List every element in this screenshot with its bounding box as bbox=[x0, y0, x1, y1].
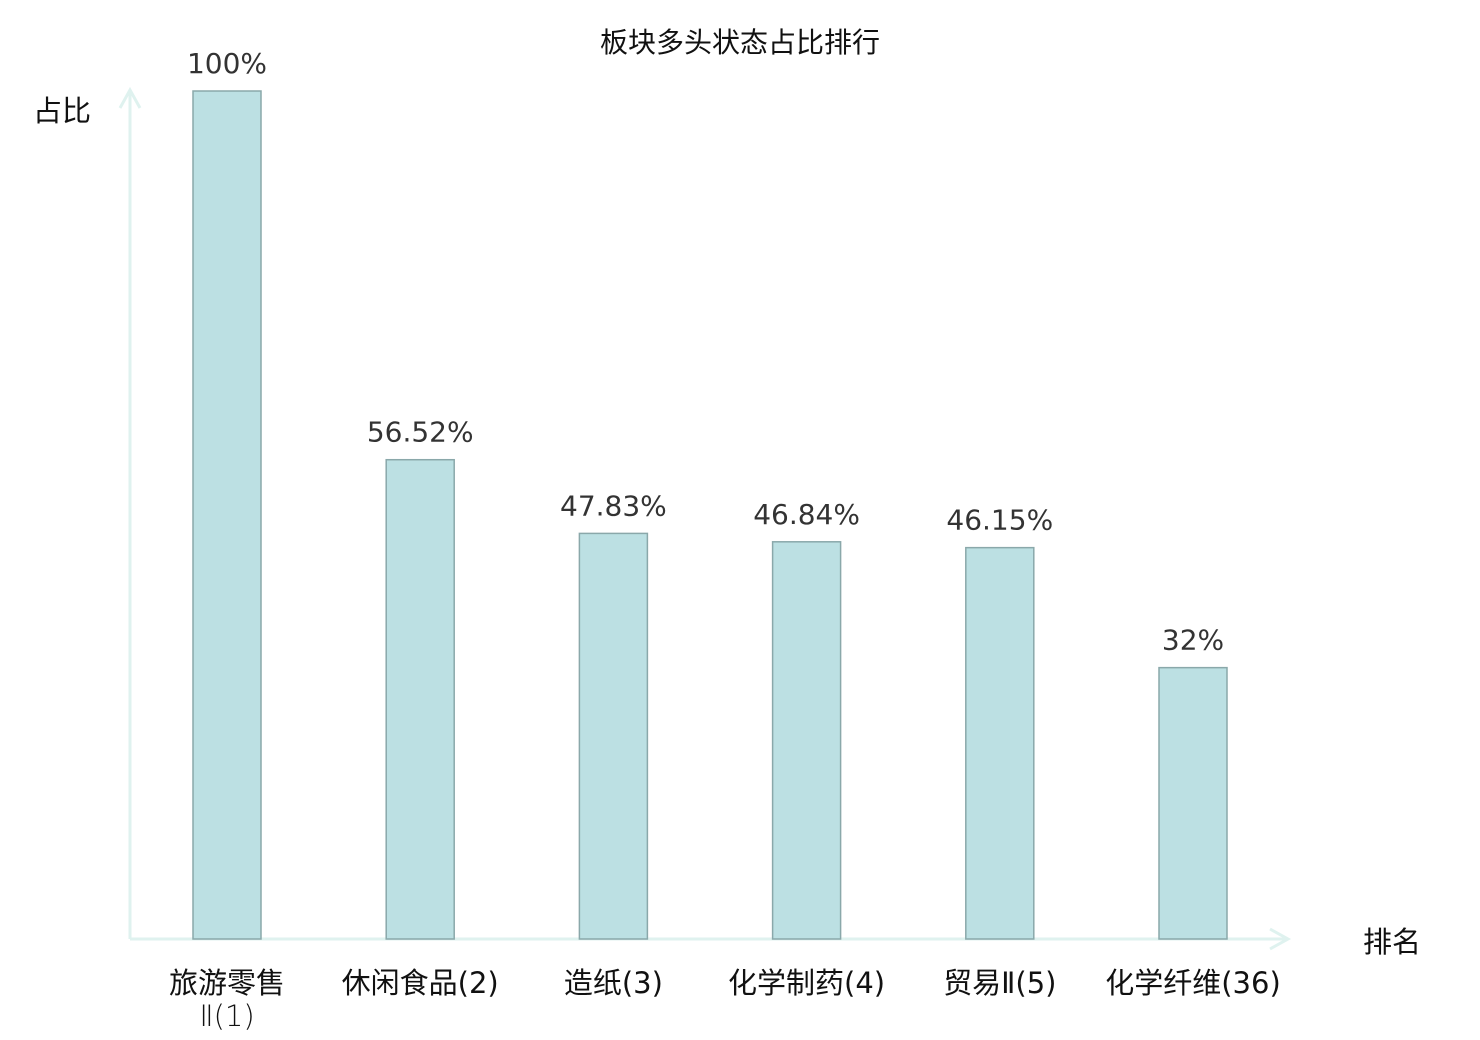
x-tick-label-suffix: Ⅱ(1) bbox=[199, 999, 254, 1033]
x-tick-name: 化学制药 bbox=[728, 966, 844, 1000]
x-tick-rank: (4) bbox=[844, 966, 885, 1000]
x-tick-rank: (36) bbox=[1221, 966, 1281, 1000]
chart-title: 板块多头状态占比排行 bbox=[600, 26, 880, 59]
bar bbox=[385, 458, 455, 940]
x-tick-label: 贸易Ⅱ(5) bbox=[943, 966, 1056, 1000]
x-tick-rank: (2) bbox=[458, 966, 499, 1000]
x-tick-label: 休闲食品(2) bbox=[342, 966, 499, 1000]
x-tick-rank: (3) bbox=[622, 966, 663, 1000]
x-axis-arrow-icon bbox=[1269, 927, 1292, 951]
x-tick-rank: (5) bbox=[1015, 966, 1056, 1000]
x-tick-label: 化学纤维(36) bbox=[1105, 966, 1281, 1000]
x-tick-name: 休闲食品 bbox=[342, 966, 458, 1000]
x-tick-label: 造纸(3) bbox=[564, 966, 663, 1000]
data-label: 100% bbox=[187, 47, 267, 80]
data-label: 46.84% bbox=[753, 498, 860, 531]
x-tick-name: 贸易Ⅱ bbox=[943, 966, 1015, 1000]
data-label: 32% bbox=[1162, 624, 1224, 657]
data-label: 56.52% bbox=[367, 416, 474, 449]
data-label: 46.15% bbox=[946, 504, 1053, 537]
bar bbox=[578, 532, 649, 940]
data-label: 47.83% bbox=[560, 489, 667, 522]
axes bbox=[118, 86, 1292, 951]
x-tick-name: 化学纤维 bbox=[1105, 966, 1221, 1000]
x-tick-label: 旅游零售 bbox=[169, 966, 285, 1000]
bar bbox=[771, 541, 842, 940]
y-axis-arrow-icon bbox=[118, 86, 142, 109]
bar bbox=[1158, 666, 1228, 940]
x-tick-name: 造纸 bbox=[564, 966, 622, 1000]
y-axis-label: 占比 bbox=[33, 94, 91, 128]
x-tick-label: 化学制药(4) bbox=[728, 966, 885, 1000]
bar bbox=[192, 90, 262, 940]
bar bbox=[965, 546, 1035, 940]
x-axis-label: 排名 bbox=[1363, 925, 1421, 959]
